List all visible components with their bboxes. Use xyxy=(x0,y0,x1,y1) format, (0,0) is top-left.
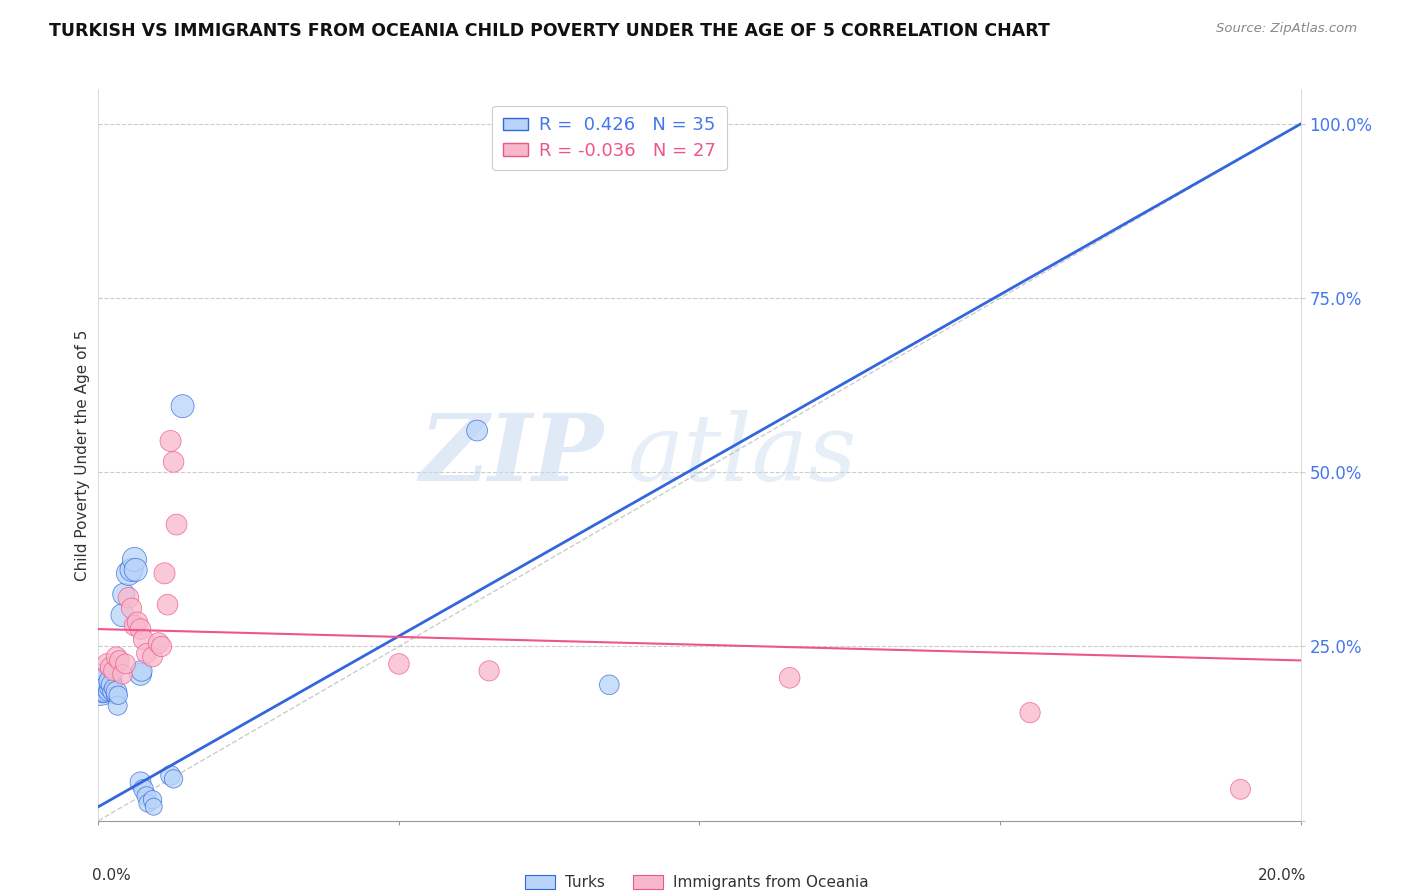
Point xyxy=(93,685,115,699)
Point xyxy=(153,566,176,581)
Point xyxy=(156,598,179,612)
Point xyxy=(104,688,127,702)
Point xyxy=(96,657,118,671)
Point xyxy=(162,455,184,469)
Point xyxy=(96,685,118,699)
Point xyxy=(97,681,120,696)
Point xyxy=(121,563,143,577)
Point xyxy=(141,793,163,807)
Point xyxy=(135,789,157,804)
Text: Turks: Turks xyxy=(565,874,605,889)
Point xyxy=(132,632,155,647)
Point xyxy=(135,647,157,661)
Point xyxy=(598,678,620,692)
Text: ZIP: ZIP xyxy=(419,410,603,500)
Point xyxy=(111,667,134,681)
Point xyxy=(150,640,173,654)
Point xyxy=(111,608,134,623)
Point xyxy=(1229,782,1251,797)
Point xyxy=(141,649,163,664)
Point xyxy=(159,434,181,448)
Point xyxy=(131,664,153,678)
Text: TURKISH VS IMMIGRANTS FROM OCEANIA CHILD POVERTY UNDER THE AGE OF 5 CORRELATION : TURKISH VS IMMIGRANTS FROM OCEANIA CHILD… xyxy=(49,22,1050,40)
Point xyxy=(124,618,146,632)
Text: 0.0%: 0.0% xyxy=(93,868,131,883)
Point xyxy=(129,622,152,636)
Point xyxy=(159,768,181,782)
Point xyxy=(112,587,135,601)
Point xyxy=(129,775,152,789)
Text: 20.0%: 20.0% xyxy=(1258,868,1306,883)
Point xyxy=(121,601,143,615)
Point xyxy=(117,591,139,605)
Point xyxy=(117,566,139,581)
Point xyxy=(136,796,159,810)
Point xyxy=(162,772,184,786)
Point xyxy=(91,685,114,699)
Point xyxy=(101,685,124,699)
Point xyxy=(1019,706,1042,720)
Point xyxy=(103,681,125,696)
Point xyxy=(142,799,165,814)
FancyBboxPatch shape xyxy=(633,876,664,888)
Point xyxy=(124,552,146,566)
Point xyxy=(96,678,118,692)
Point xyxy=(114,657,136,671)
Point xyxy=(91,674,114,689)
Point xyxy=(465,424,488,438)
Point xyxy=(94,681,117,696)
Text: Immigrants from Oceania: Immigrants from Oceania xyxy=(673,874,869,889)
Point xyxy=(105,685,128,699)
Point xyxy=(103,664,125,678)
Text: atlas: atlas xyxy=(627,410,856,500)
Point xyxy=(779,671,801,685)
Point xyxy=(166,517,188,532)
Text: Source: ZipAtlas.com: Source: ZipAtlas.com xyxy=(1216,22,1357,36)
Point xyxy=(388,657,411,671)
Point xyxy=(132,782,155,797)
Point xyxy=(100,678,122,692)
Point xyxy=(127,615,149,629)
Point xyxy=(125,563,148,577)
FancyBboxPatch shape xyxy=(526,876,555,888)
Point xyxy=(100,660,122,674)
Y-axis label: Child Poverty Under the Age of 5: Child Poverty Under the Age of 5 xyxy=(75,329,90,581)
Point xyxy=(107,698,129,713)
Point xyxy=(107,688,129,702)
Point xyxy=(108,653,131,667)
Point xyxy=(105,649,128,664)
Legend: R =  0.426   N = 35, R = -0.036   N = 27: R = 0.426 N = 35, R = -0.036 N = 27 xyxy=(492,105,727,170)
Point xyxy=(100,674,122,689)
Point xyxy=(129,667,152,681)
Point xyxy=(89,678,111,692)
Point xyxy=(478,664,501,678)
Point xyxy=(172,399,194,413)
Point xyxy=(148,636,170,650)
